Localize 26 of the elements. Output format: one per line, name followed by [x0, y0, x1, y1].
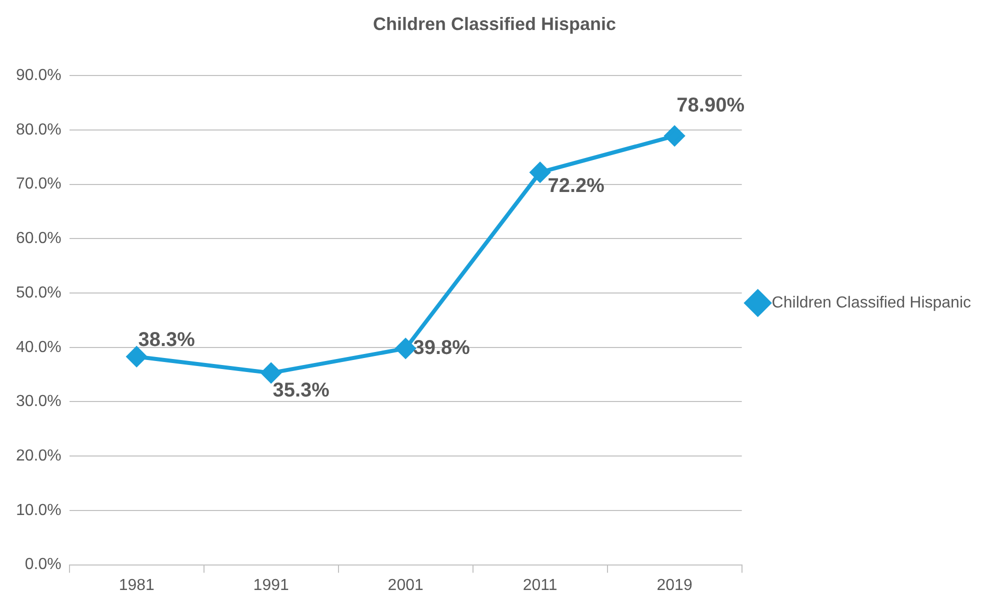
y-tick-label: 70.0% — [16, 176, 62, 193]
data-label: 35.3% — [272, 379, 330, 402]
legend-label: Children Classified Hispanic — [772, 294, 972, 312]
data-label: 38.3% — [138, 329, 196, 352]
y-tick-label: 40.0% — [16, 338, 62, 356]
x-tick-label: 1981 — [118, 576, 155, 594]
x-tick-label: 2011 — [522, 576, 558, 594]
y-tick-label: 0.0% — [24, 556, 62, 574]
x-tick-label: 2001 — [388, 576, 424, 594]
y-tick-label: 10.0% — [16, 502, 62, 519]
data-label: 72.2% — [548, 174, 605, 197]
x-tick-label: 2019 — [656, 576, 692, 594]
point — [261, 362, 282, 383]
y-tick-label: 90.0% — [16, 67, 62, 84]
point — [126, 346, 147, 367]
y-tick-label: 80.0% — [16, 121, 62, 138]
y-tick-label: 30.0% — [16, 393, 62, 410]
point — [664, 126, 685, 146]
data-label: 78.90% — [676, 94, 745, 116]
y-tick-label: 60.0% — [16, 230, 62, 248]
chart-title: Children Classified Hispanic — [372, 14, 616, 34]
data-label: 39.8% — [413, 336, 470, 359]
x-tick-label: 1991 — [253, 576, 289, 594]
y-tick-label: 50.0% — [16, 284, 62, 302]
point — [530, 162, 550, 182]
y-tick-label: 20.0% — [16, 447, 62, 464]
